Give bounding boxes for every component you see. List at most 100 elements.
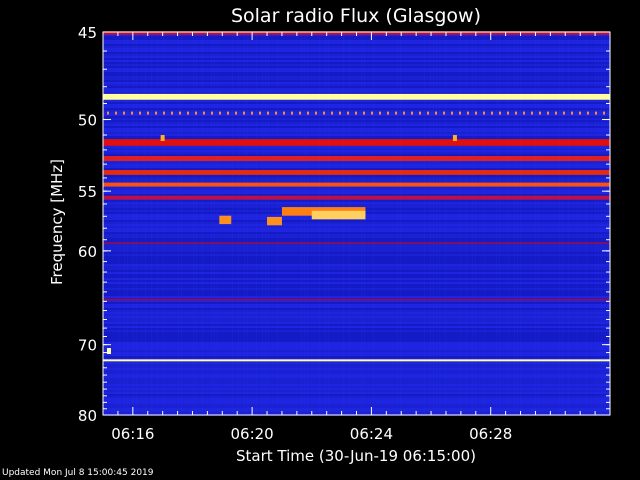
noise-stripe <box>103 264 610 266</box>
noise-stripe <box>103 50 610 52</box>
noise-column <box>514 32 515 415</box>
noise-stripe <box>103 76 610 78</box>
noise-stripe <box>103 312 610 314</box>
band-dot <box>323 111 325 115</box>
noise-stripe <box>103 374 610 376</box>
noise-stripe <box>103 290 610 292</box>
noise-stripe <box>103 154 610 156</box>
noise-stripe <box>103 338 610 340</box>
band-dot <box>507 111 509 115</box>
noise-column <box>568 32 569 415</box>
band-dot <box>275 111 277 115</box>
noise-column <box>562 32 563 415</box>
noise-column <box>604 32 605 415</box>
noise-stripe <box>103 122 610 124</box>
y-tick-label: 45 <box>78 24 97 42</box>
interference-band <box>103 298 610 301</box>
noise-column <box>133 32 134 415</box>
noise-stripe <box>103 178 610 180</box>
y-tick-label: 80 <box>78 407 97 425</box>
band-dot <box>547 111 549 115</box>
noise-stripe <box>103 72 610 74</box>
band-dot <box>555 111 557 115</box>
band-dot <box>539 111 541 115</box>
noise-stripe <box>103 384 610 386</box>
noise-stripe <box>103 302 610 304</box>
noise-stripe <box>103 138 610 140</box>
band-dot <box>515 111 517 115</box>
band-dot <box>259 111 261 115</box>
noise-column <box>520 32 521 415</box>
interference-band <box>103 359 610 362</box>
noise-column <box>181 32 182 415</box>
noise-stripe <box>103 60 610 62</box>
noise-stripe <box>103 230 610 232</box>
band-dot <box>427 111 429 115</box>
noise-stripe <box>103 78 610 80</box>
noise-stripe <box>103 82 610 84</box>
noise-stripe <box>103 362 610 364</box>
noise-column <box>343 32 344 415</box>
noise-column <box>349 32 350 415</box>
x-tick-label: 06:24 <box>350 425 393 443</box>
noise-stripe <box>103 236 610 238</box>
noise-stripe <box>103 120 610 122</box>
band-dot <box>603 111 605 115</box>
noise-stripe <box>103 160 610 162</box>
noise-stripe <box>103 406 610 408</box>
noise-column <box>238 32 239 415</box>
noise-stripe <box>103 356 610 358</box>
noise-stripe <box>103 136 610 138</box>
noise-stripe <box>103 366 610 368</box>
radio-burst <box>267 216 282 226</box>
noise-stripe <box>103 394 610 396</box>
noise-stripe <box>103 272 610 274</box>
band-dot <box>483 111 485 115</box>
band-dot <box>227 111 229 115</box>
noise-stripe <box>103 180 610 182</box>
band-dot <box>123 111 125 115</box>
band-dot <box>411 111 413 115</box>
noise-column <box>157 32 158 415</box>
band-dot <box>243 111 245 115</box>
noise-stripe <box>103 228 610 230</box>
noise-stripe <box>103 146 610 148</box>
noise-stripe <box>103 192 610 194</box>
noise-stripe <box>103 388 610 390</box>
noise-column <box>136 32 137 415</box>
noise-stripe <box>103 252 610 254</box>
noise-stripe <box>103 256 610 258</box>
band-dot <box>163 111 165 115</box>
noise-column <box>595 32 596 415</box>
band-dot <box>179 111 181 115</box>
noise-stripe <box>103 378 610 380</box>
band-dot <box>363 111 365 115</box>
noise-stripe <box>103 222 610 224</box>
band-dot <box>315 111 317 115</box>
noise-column <box>124 32 125 415</box>
noise-stripe <box>103 288 610 290</box>
noise-stripe <box>103 176 610 178</box>
band-dot <box>235 111 237 115</box>
noise-stripe <box>103 186 610 188</box>
noise-column <box>400 32 401 415</box>
noise-stripe <box>103 92 610 94</box>
band-dot <box>571 111 573 115</box>
noise-stripe <box>103 402 610 404</box>
band-dot <box>467 111 469 115</box>
noise-stripe <box>103 334 610 336</box>
noise-column <box>466 32 467 415</box>
noise-stripe <box>103 376 610 378</box>
noise-column <box>151 32 152 415</box>
axes: 45 50 55 60 70 80 06:16 06:20 06:24 06:28 <box>78 24 611 443</box>
x-tick-label: 06:16 <box>111 425 154 443</box>
noise-stripe <box>103 370 610 372</box>
band-dot <box>355 111 357 115</box>
noise-column <box>460 32 461 415</box>
noise-stripe <box>103 386 610 388</box>
chart-title: Solar radio Flux (Glasgow) <box>231 5 481 27</box>
noise-stripe <box>103 224 610 226</box>
noise-stripe <box>103 40 610 42</box>
noise-stripe <box>103 392 610 394</box>
signal-dot <box>452 135 457 142</box>
